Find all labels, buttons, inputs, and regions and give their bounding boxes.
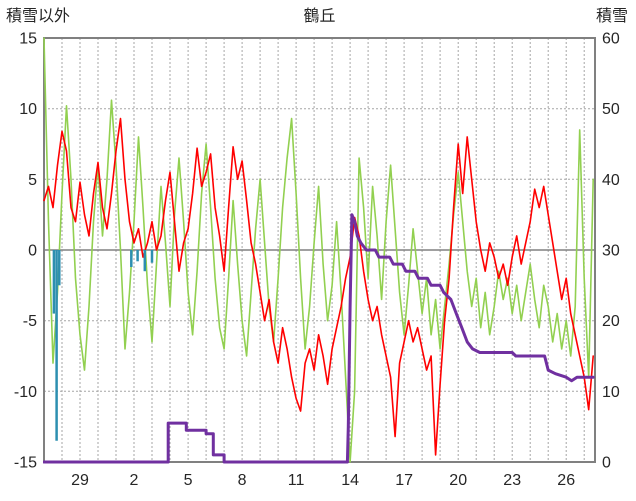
svg-text:26: 26 (557, 472, 575, 489)
svg-text:-15: -15 (14, 455, 37, 472)
right-axis-title: 積雪 (595, 8, 628, 25)
svg-text:11: 11 (288, 472, 305, 489)
svg-text:2: 2 (130, 472, 139, 489)
blue-bars (52, 250, 154, 441)
svg-text:0: 0 (28, 243, 37, 260)
green-line (43, 37, 595, 463)
svg-text:-5: -5 (23, 313, 37, 330)
svg-text:8: 8 (238, 472, 247, 489)
svg-text:14: 14 (341, 472, 359, 489)
series-group (43, 37, 595, 464)
svg-text:50: 50 (602, 101, 620, 118)
svg-text:17: 17 (395, 472, 413, 489)
red-line (43, 117, 595, 456)
chart-title: 鶴丘 (303, 8, 336, 25)
purple-step-line (43, 213, 595, 464)
svg-text:20: 20 (602, 313, 620, 330)
svg-text:5: 5 (184, 472, 193, 489)
svg-text:60: 60 (602, 31, 620, 48)
svg-text:15: 15 (19, 31, 37, 48)
svg-text:29: 29 (71, 472, 89, 489)
svg-text:-10: -10 (14, 384, 37, 401)
svg-text:30: 30 (602, 243, 620, 260)
gridlines (44, 38, 595, 462)
left-axis-title: 積雪以外 (6, 8, 71, 25)
svg-text:20: 20 (449, 472, 467, 489)
svg-text:40: 40 (602, 172, 620, 189)
svg-text:23: 23 (503, 472, 521, 489)
svg-text:0: 0 (602, 455, 611, 472)
svg-text:10: 10 (602, 384, 620, 401)
svg-text:10: 10 (19, 101, 37, 118)
svg-text:5: 5 (28, 172, 37, 189)
